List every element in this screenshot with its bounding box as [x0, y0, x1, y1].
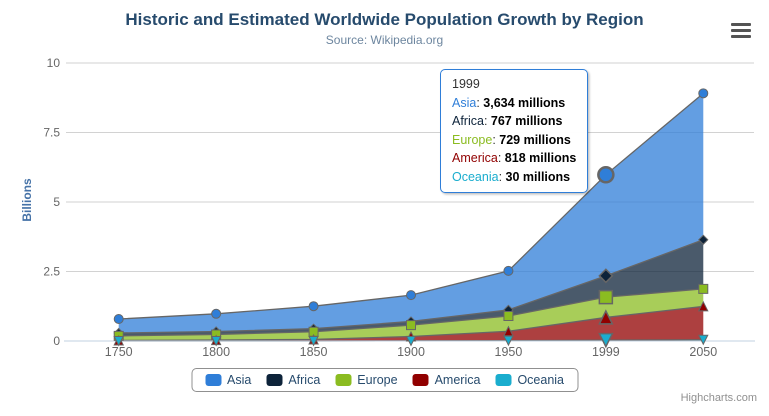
- tooltip-series-value: 767 millions: [490, 114, 563, 128]
- y-axis-label: 7.5: [43, 126, 60, 140]
- legend: Asia Africa Europe America Oceania: [191, 368, 578, 392]
- marker-america-1999[interactable]: [598, 309, 614, 325]
- legend-label: Africa: [288, 373, 321, 387]
- hamburger-icon: [731, 29, 751, 32]
- area-asia[interactable]: [118, 93, 704, 333]
- y-axis-label: 10: [47, 56, 61, 70]
- legend-swatch-oceania: [495, 374, 512, 386]
- legend-item-america[interactable]: America: [412, 373, 481, 387]
- area-america[interactable]: [118, 306, 704, 341]
- y-axis-title: Billions: [20, 178, 34, 222]
- legend-item-africa[interactable]: Africa: [266, 373, 320, 387]
- export-menu-button[interactable]: [729, 21, 753, 41]
- marker-asia-1850[interactable]: [308, 301, 319, 312]
- x-axis-label: 1950: [495, 345, 523, 359]
- x-axis-label: 1800: [202, 345, 230, 359]
- y-axis-label: 5: [53, 195, 60, 209]
- legend-label: Europe: [357, 373, 398, 387]
- marker-oceania-1900[interactable]: [405, 335, 417, 347]
- x-axis-label: 1750: [105, 345, 133, 359]
- marker-america-2050[interactable]: [697, 300, 709, 312]
- marker-asia-1750[interactable]: [113, 314, 124, 325]
- tooltip-series-name: Europe: [452, 132, 493, 147]
- x-axis-label: 2050: [689, 345, 717, 359]
- tooltip-series-name: America: [452, 151, 498, 165]
- tooltip-row-america: America: 818 millions: [452, 151, 577, 165]
- tooltip-series-name: Oceania: [452, 169, 499, 184]
- y-axis-label: 0: [53, 334, 60, 348]
- tooltip-row-africa: Africa: 767 millions: [452, 114, 563, 128]
- marker-oceania-1800[interactable]: [210, 335, 222, 347]
- tooltip-series-name: Africa: [452, 114, 484, 128]
- tooltip: 1999 Asia: 3,634 millions Africa: 767 mil…: [440, 69, 589, 193]
- legend-swatch-america: [412, 374, 429, 386]
- tooltip-series-value: 729 millions: [499, 132, 571, 147]
- area-africa[interactable]: [118, 239, 704, 336]
- y-axis-label: 2.5: [43, 265, 60, 279]
- tooltip-series-value: 30 millions: [505, 169, 571, 184]
- tooltip-rows: Asia: 3,634 millions Africa: 767 millions…: [452, 94, 576, 187]
- marker-asia-2050[interactable]: [698, 88, 709, 99]
- tooltip-series-value: 818 millions: [504, 151, 577, 165]
- marker-africa-1999[interactable]: [598, 268, 614, 284]
- chart-title: Historic and Estimated Worldwide Populat…: [125, 10, 644, 29]
- marker-oceania-1950[interactable]: [503, 335, 514, 347]
- marker-oceania-1999[interactable]: [598, 332, 614, 349]
- x-axis-label: 1999: [592, 345, 620, 359]
- marker-oceania-1750[interactable]: [113, 335, 125, 347]
- legend-label: Oceania: [517, 373, 564, 387]
- marker-europe-1950[interactable]: [503, 311, 514, 322]
- tooltip-series-value: 3,634 millions: [483, 95, 566, 110]
- legend-item-oceania[interactable]: Oceania: [495, 373, 564, 387]
- tooltip-row-europe: Europe: 729 millions: [452, 132, 571, 147]
- marker-europe-1999[interactable]: [598, 289, 614, 305]
- hamburger-icon: [731, 35, 751, 38]
- legend-swatch-europe: [335, 374, 352, 386]
- legend-swatch-africa: [266, 374, 283, 386]
- marker-africa-2050[interactable]: [698, 234, 709, 245]
- hamburger-icon: [731, 23, 751, 26]
- marker-asia-1800[interactable]: [211, 308, 222, 319]
- marker-asia-1900[interactable]: [406, 290, 416, 301]
- marker-oceania-2050[interactable]: [697, 334, 709, 346]
- legend-swatch-asia: [205, 374, 221, 386]
- legend-item-asia[interactable]: Asia: [205, 373, 251, 387]
- tooltip-series-name: Asia: [452, 95, 477, 110]
- marker-oceania-1850[interactable]: [308, 335, 319, 347]
- tooltip-header: 1999: [452, 77, 480, 91]
- x-axis-label: 1900: [397, 345, 425, 359]
- legend-label: Asia: [227, 373, 252, 387]
- marker-asia-1950[interactable]: [503, 265, 514, 276]
- tooltip-row-oceania: Oceania: 30 millions: [452, 169, 571, 184]
- credits-link[interactable]: Highcharts.com: [680, 392, 757, 404]
- marker-asia-1999[interactable]: [597, 166, 615, 184]
- chart-subtitle: Source: Wikipedia.org: [325, 33, 444, 47]
- marker-europe-2050[interactable]: [698, 283, 709, 294]
- tooltip-row-asia: Asia: 3,634 millions: [452, 95, 566, 110]
- marker-europe-1900[interactable]: [406, 320, 416, 331]
- legend-label: America: [434, 373, 481, 387]
- legend-item-europe[interactable]: Europe: [335, 373, 398, 387]
- x-axis-label: 1850: [300, 345, 328, 359]
